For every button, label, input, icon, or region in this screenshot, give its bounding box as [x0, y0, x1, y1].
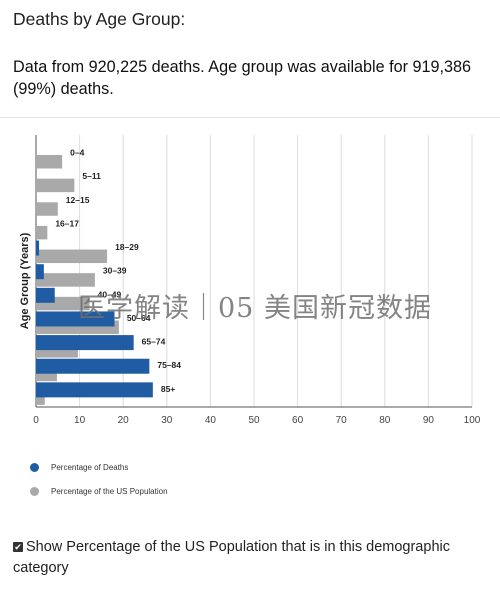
- bar-population: [36, 155, 63, 169]
- legend-label-population: Percentage of the US Population: [51, 487, 168, 496]
- bar-population: [36, 202, 58, 216]
- population-option[interactable]: ✔ Show Percentage of the US Population th…: [13, 537, 483, 579]
- x-tick-label: 90: [423, 415, 435, 426]
- x-tick-label: 10: [74, 415, 86, 426]
- category-label: 40–49: [98, 289, 122, 299]
- x-tick-label: 70: [336, 415, 348, 426]
- bar-population: [36, 249, 108, 264]
- bar-deaths: [36, 264, 44, 280]
- bar-population: [36, 391, 45, 405]
- population-option-label: Show Percentage of the US Population tha…: [13, 539, 450, 576]
- bar-deaths: [36, 335, 134, 351]
- x-tick-label: 80: [379, 415, 391, 426]
- legend-item-population[interactable]: Percentage of the US Population: [30, 487, 168, 496]
- page-title: Deaths by Age Group:: [13, 9, 186, 29]
- category-label: 5–11: [82, 171, 101, 181]
- category-label: 65–74: [142, 337, 166, 347]
- bar-population: [36, 178, 75, 193]
- legend-label-deaths: Percentage of Deaths: [51, 463, 129, 472]
- category-label: 12–15: [66, 195, 90, 205]
- x-tick-label: 40: [205, 415, 217, 426]
- legend-swatch-deaths: [30, 463, 39, 472]
- chart-subtitle: Data from 920,225 deaths. Age group was …: [13, 58, 472, 98]
- x-tick-label: 30: [161, 415, 173, 426]
- category-label: 18–29: [115, 242, 139, 252]
- x-tick-label: 20: [118, 415, 130, 426]
- bar-deaths: [36, 382, 153, 398]
- x-tick-label: 100: [464, 415, 481, 426]
- category-label: 30–39: [103, 266, 127, 276]
- bar-deaths: [36, 240, 40, 256]
- legend-item-deaths[interactable]: Percentage of Deaths: [30, 463, 128, 472]
- category-label: 0–4: [70, 148, 84, 158]
- category-label: 85+: [161, 384, 175, 394]
- bar-population: [36, 273, 95, 287]
- bar-deaths: [36, 358, 150, 374]
- watermark: 医学解读｜05 美国新冠数据: [78, 293, 432, 324]
- category-label: 16–17: [55, 218, 79, 228]
- legend-swatch-population: [30, 487, 39, 496]
- category-label: 50–64: [127, 313, 151, 323]
- divider: [0, 117, 500, 118]
- x-tick-label: 50: [248, 415, 260, 426]
- y-axis-title: Age Group (Years): [19, 232, 31, 329]
- category-label: 75–84: [157, 360, 181, 370]
- bar-chart: 0 10 20 30 40 50 60 70 80 90 100 Age Group (Years) 0…: [19, 135, 481, 426]
- population-checkbox[interactable]: ✔: [13, 542, 23, 552]
- bar-population: [36, 225, 48, 240]
- bar-deaths: [36, 311, 115, 327]
- x-tick-label: 60: [292, 415, 304, 426]
- bar-deaths: [36, 287, 55, 303]
- x-tick-label: 0: [33, 415, 39, 426]
